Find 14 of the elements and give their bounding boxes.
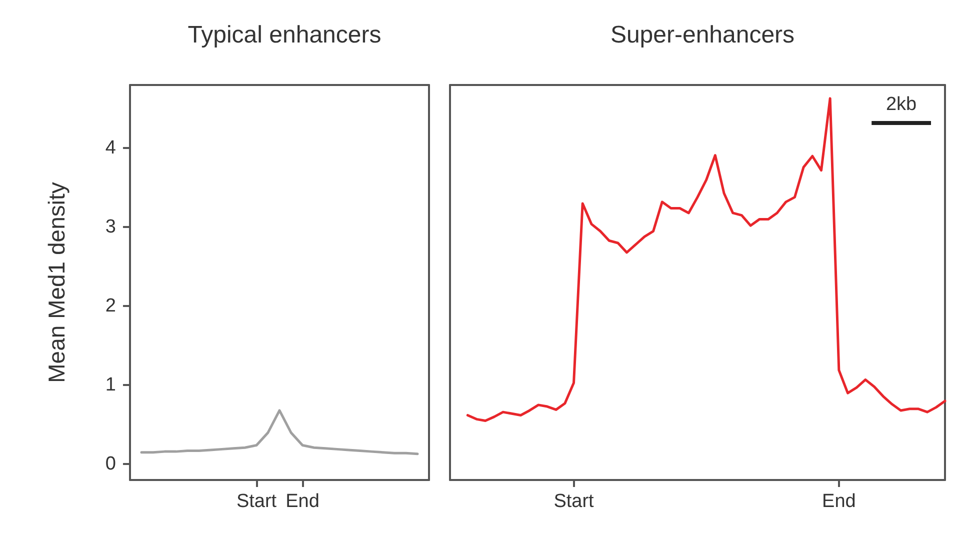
chart-title: Typical enhancers	[188, 22, 382, 48]
y-axis-title: Mean Med1 density	[44, 182, 70, 383]
x-tick-label: End	[286, 491, 320, 512]
annotation: 2kb	[886, 94, 917, 115]
y-tick-label: 1	[105, 374, 116, 396]
chart-title: Super-enhancers	[610, 22, 795, 48]
x-tick-label: End	[822, 491, 856, 512]
line-series	[140, 409, 419, 456]
y-tick-label: 2	[105, 296, 116, 317]
y-tick-label: 3	[105, 216, 116, 238]
y-tick-label: 0	[105, 454, 116, 475]
y-tick-label: 4	[105, 138, 116, 159]
x-tick-label: Start	[236, 491, 278, 512]
x-tick-label: Start	[554, 491, 595, 512]
